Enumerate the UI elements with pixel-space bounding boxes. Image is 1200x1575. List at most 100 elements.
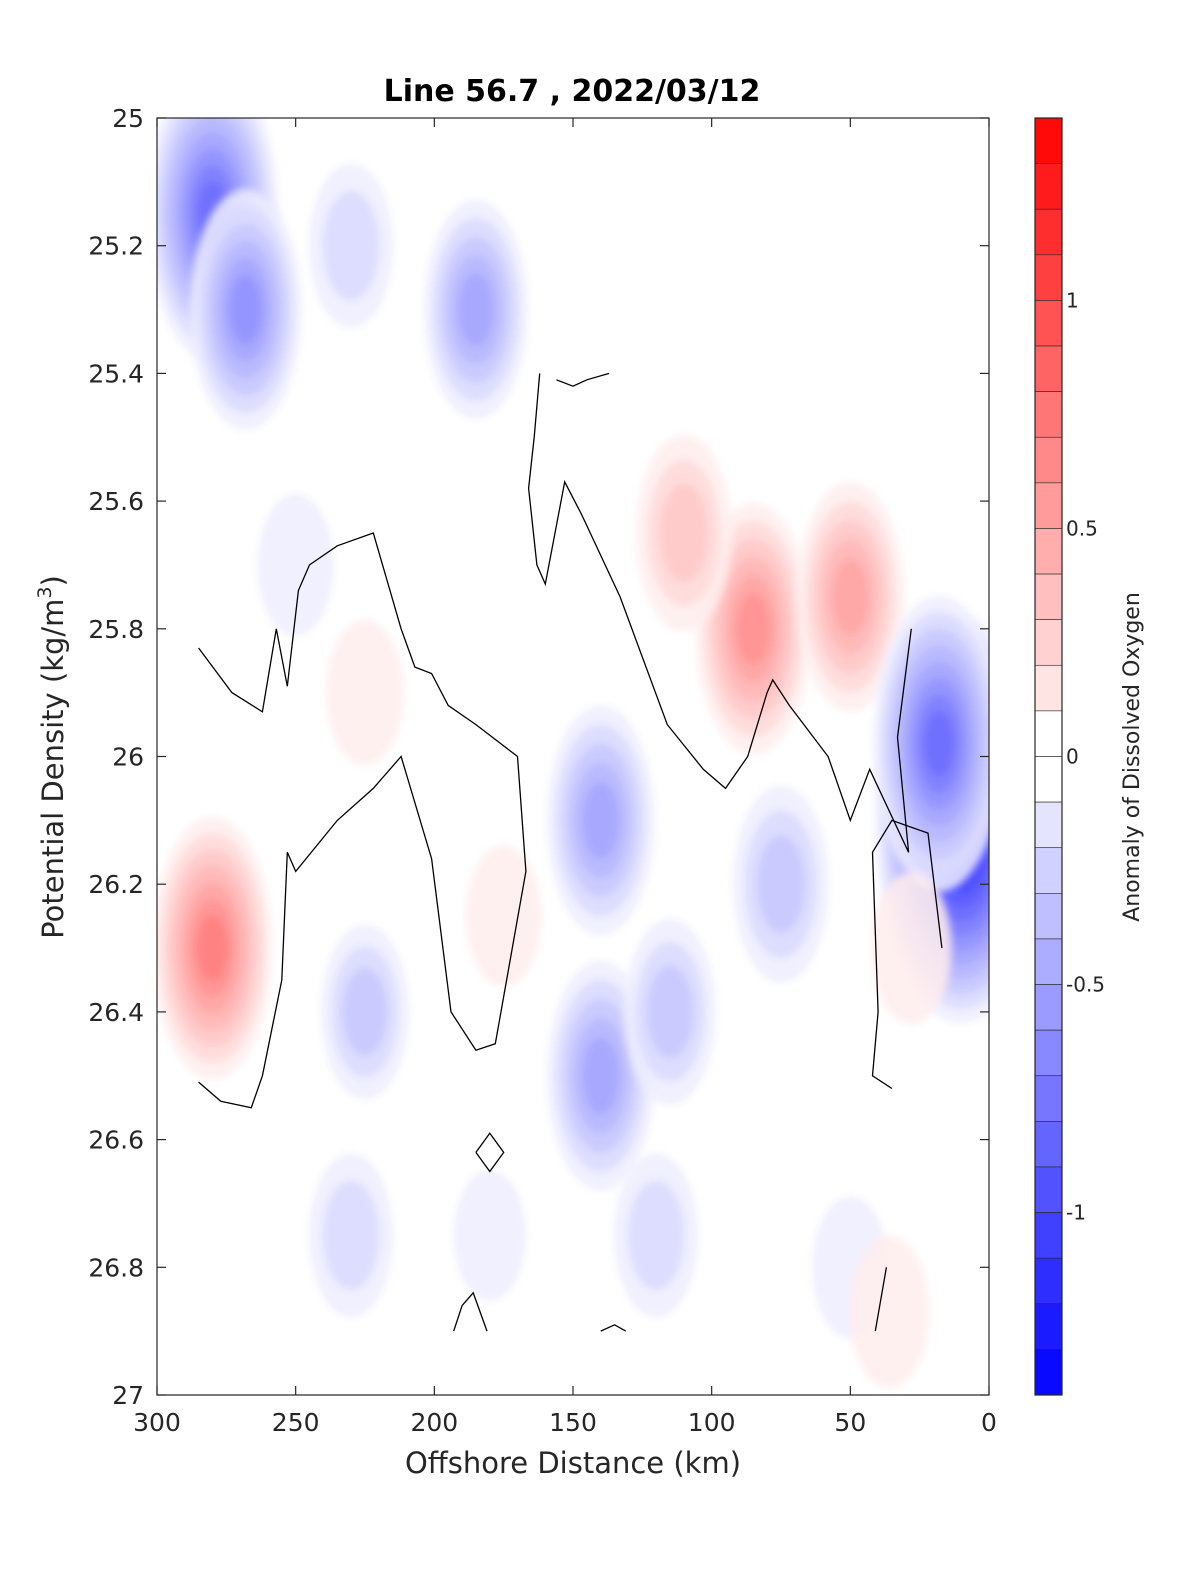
anomaly-feature: [321, 924, 409, 1100]
anomaly-feature: [257, 493, 334, 636]
colorbar-segment: [1034, 893, 1063, 940]
y-tick-label: 27: [112, 1381, 144, 1410]
axis-ticks: 300 250 200 150 100 50 0 25 25.2 25.4 25.6 25.8 26 26…: [88, 104, 997, 1437]
anomaly-level: [832, 558, 869, 636]
y-tick-label: 25.2: [88, 232, 144, 261]
anomaly-level: [453, 1169, 526, 1301]
x-tick-label: 0: [981, 1408, 997, 1437]
anomaly-feature: [624, 918, 717, 1105]
colorbar-segment: [1034, 1212, 1063, 1259]
anomaly-feature: [309, 1153, 394, 1318]
colorbar-segment: [1034, 756, 1063, 803]
colorbar-segment: [1034, 436, 1063, 484]
anomaly-feature: [546, 705, 655, 936]
x-tick-label: 50: [834, 1408, 866, 1437]
zero-contour-line: [556, 372, 610, 387]
colorbar-segment: [1034, 1121, 1063, 1168]
colorbar-tick-label: 0: [1066, 745, 1079, 769]
anomaly-feature: [733, 785, 829, 983]
colorbar-segment: [1034, 619, 1063, 666]
colorbar-segment: [1034, 938, 1063, 985]
colorbar-segment: [1034, 254, 1063, 301]
colorbar-segment: [1034, 1257, 1063, 1305]
anomaly-level: [229, 275, 262, 344]
y-axis-label: Potential Density (kg/m3): [34, 575, 70, 939]
anomaly-feature: [189, 189, 302, 431]
anomaly-feature: [635, 434, 732, 632]
anomaly-feature: [871, 871, 952, 1025]
anomaly-level: [343, 968, 387, 1056]
anomaly-level: [458, 273, 494, 347]
colorbar: 1 0.5 0 -0.5 -1: [1034, 117, 1105, 1396]
colorbar-segment: [1034, 573, 1063, 620]
anomaly-feature: [423, 200, 528, 420]
colorbar-label: Anomaly of Dissolved Oxygen: [1120, 592, 1145, 922]
colorbar-segment: [1034, 1303, 1063, 1350]
colorbar-tick-label: 0.5: [1066, 516, 1098, 540]
chart-title: Line 56.7 , 2022/03/12: [384, 74, 761, 109]
colorbar-segment: [1034, 847, 1063, 894]
anomaly-feature: [326, 619, 404, 766]
colorbar-segment: [1034, 801, 1063, 849]
y-axis-label-superscript: 3: [34, 586, 56, 598]
anomaly-level: [257, 493, 334, 636]
zero-contour-line: [475, 1132, 505, 1173]
colorbar-segment: [1034, 1029, 1063, 1077]
anomaly-feature: [465, 845, 542, 988]
zero-contour-line: [198, 532, 527, 1109]
anomaly-level: [628, 1180, 685, 1291]
colorbar-segment: [1034, 117, 1063, 164]
colorbar-segment: [1034, 345, 1063, 392]
y-tick-label: 26.4: [88, 998, 144, 1027]
y-tick-label: 26.2: [88, 870, 144, 899]
colorbar-tick-label: 1: [1066, 288, 1079, 312]
anomaly-level: [871, 871, 952, 1025]
colorbar-segment: [1034, 1349, 1063, 1396]
x-axis-label: Offshore Distance (km): [405, 1446, 741, 1480]
colorbar-segment: [1034, 710, 1063, 757]
anomaly-fill-layer: [157, 118, 989, 1389]
zero-contour-line: [453, 1291, 488, 1332]
x-tick-label: 250: [272, 1408, 320, 1437]
x-tick-label: 200: [410, 1408, 458, 1437]
y-tick-label: 26: [112, 743, 144, 772]
y-tick-label: 25: [112, 104, 144, 133]
anomaly-feature: [309, 163, 394, 328]
colorbar-segment: [1034, 664, 1063, 712]
colorbar-segment: [1034, 391, 1063, 438]
x-tick-label: 100: [688, 1408, 736, 1437]
anomaly-feature: [157, 816, 273, 1080]
colorbar-tick-label: -0.5: [1066, 973, 1105, 997]
anomaly-level: [924, 710, 954, 777]
colorbar-segment: [1034, 1166, 1063, 1213]
colorbar-segment: [1034, 1075, 1063, 1122]
anomaly-level: [736, 592, 770, 665]
zero-contour-line: [527, 373, 912, 853]
colorbar-segment: [1034, 163, 1063, 210]
x-tick-label: 300: [133, 1408, 181, 1437]
zero-contour-line: [600, 1324, 627, 1332]
anomaly-level: [647, 965, 694, 1059]
y-axis-label-close: ): [36, 575, 70, 586]
anomaly-feature: [614, 1153, 699, 1318]
anomaly-level: [465, 845, 542, 988]
anomaly-level: [582, 782, 619, 859]
y-tick-label: 25.4: [88, 359, 144, 388]
anomaly-level: [849, 1235, 930, 1389]
anomaly-level: [197, 915, 228, 981]
anomaly-level: [582, 1037, 619, 1115]
y-tick-label: 25.8: [88, 615, 144, 644]
y-tick-label: 25.6: [88, 487, 144, 516]
anomaly-level: [323, 1180, 380, 1291]
anomaly-feature: [796, 481, 905, 712]
zero-contour-line: [874, 1267, 888, 1332]
anomaly-level: [757, 834, 805, 934]
colorbar-frame: [1034, 117, 1063, 1396]
y-tick-label: 26.6: [88, 1126, 144, 1155]
anomaly-level: [326, 619, 404, 766]
colorbar-segment: [1034, 482, 1063, 529]
y-tick-label: 26.8: [88, 1253, 144, 1282]
colorbar-segment: [1034, 528, 1063, 575]
colorbar-segment: [1034, 984, 1063, 1031]
